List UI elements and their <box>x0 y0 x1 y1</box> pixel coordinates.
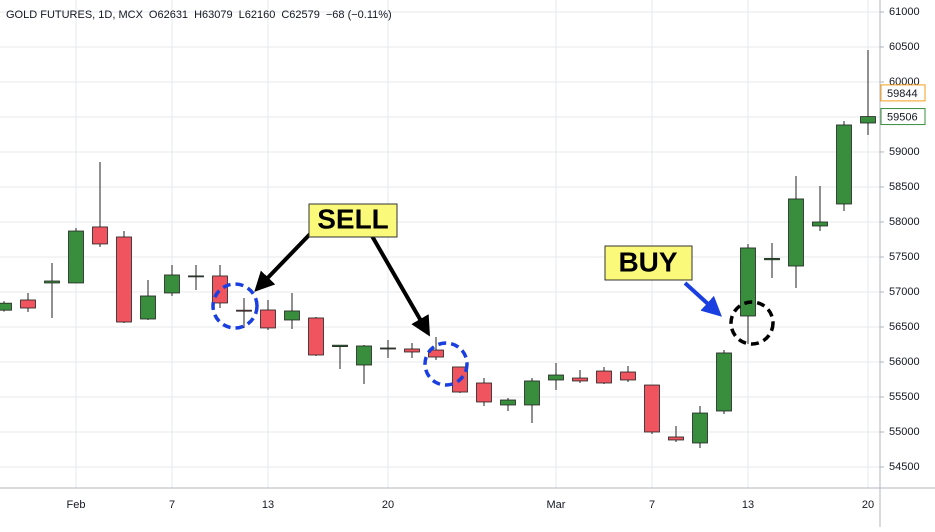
x-tick-label: 20 <box>382 499 394 511</box>
candle-body <box>284 310 300 321</box>
x-tick-label: Feb <box>67 499 86 511</box>
candle-body <box>596 370 612 384</box>
candles <box>0 49 876 449</box>
candle-body <box>812 221 828 227</box>
candle-body <box>188 275 204 278</box>
buy-label: BUY <box>618 246 677 277</box>
y-tick-label: 58500 <box>889 181 920 193</box>
price-label-box <box>880 84 926 102</box>
header-field: C62579 <box>281 9 320 21</box>
buy-box <box>604 245 693 281</box>
candle-body <box>524 380 540 406</box>
candle-body <box>788 198 804 267</box>
y-tick-label: 56500 <box>889 321 920 333</box>
header-field: H63079 <box>194 9 233 21</box>
price-label: 59844 <box>887 88 918 100</box>
header-field: GOLD FUTURES, 1D, MCX <box>6 9 144 21</box>
candle-body <box>20 299 36 309</box>
candle-body <box>308 317 324 356</box>
candle-body <box>164 274 180 294</box>
candle-body <box>356 345 372 366</box>
y-tick-label: 61000 <box>889 6 920 18</box>
y-tick-label: 55000 <box>889 426 920 438</box>
y-tick-label: 56000 <box>889 356 920 368</box>
candle-body <box>0 302 12 311</box>
candle-body <box>500 399 516 406</box>
y-tick-label: 54500 <box>889 461 920 473</box>
candle-body <box>620 371 636 381</box>
header-field: O62631 <box>149 9 188 21</box>
y-tick-label: 57000 <box>889 286 920 298</box>
x-tick-label: 20 <box>862 499 874 511</box>
axes: 54500 55000 55500 56000 56500 57000 57500 58000… <box>67 6 926 511</box>
x-tick-label: 13 <box>742 499 754 511</box>
header-field: L62160 <box>239 9 276 21</box>
candle-body <box>140 295 156 320</box>
sell-circle <box>423 341 469 387</box>
candle-body <box>668 436 684 441</box>
candle-body <box>68 230 84 284</box>
candle-body <box>380 347 396 350</box>
candle-body <box>236 309 252 312</box>
x-tick-label: 7 <box>649 499 655 511</box>
grid <box>0 0 880 488</box>
sell-box <box>308 203 398 238</box>
y-tick-label: 58000 <box>889 216 920 228</box>
header-field: −68 (−0.11%) <box>326 9 392 21</box>
candle-body <box>332 344 348 347</box>
candle-body <box>572 377 588 382</box>
x-tick-label: 7 <box>169 499 175 511</box>
y-tick-label: 59000 <box>889 146 920 158</box>
candle-body <box>644 384 660 433</box>
candle-body <box>548 374 564 381</box>
sell-label: SELL <box>317 203 389 234</box>
price-label-box <box>880 108 926 126</box>
candle-body <box>116 236 132 323</box>
x-tick-label: 13 <box>262 499 274 511</box>
candle-body <box>428 349 444 358</box>
candle-body <box>692 412 708 444</box>
candle-body <box>860 116 876 124</box>
sell-arrow <box>370 235 430 337</box>
y-tick-label: 55500 <box>889 391 920 403</box>
candle-body <box>740 247 756 317</box>
candle-body <box>836 124 852 205</box>
candle-body <box>764 257 780 261</box>
annotations: SELL BUY <box>211 203 775 387</box>
buy-circle <box>729 300 775 346</box>
buy-arrow <box>683 281 722 317</box>
sell-arrow <box>254 230 314 292</box>
sell-circle <box>211 282 259 330</box>
candle-body <box>404 348 420 353</box>
header: GOLD FUTURES, 1D, MCX O62631 H63079 L62160 C… <box>6 9 392 21</box>
y-tick-label: 60500 <box>889 41 920 53</box>
candle-body <box>260 309 276 329</box>
price-label: 59506 <box>887 111 918 123</box>
candle-body <box>44 280 60 284</box>
candle-body <box>716 352 732 412</box>
candle-body <box>476 382 492 403</box>
candle-body <box>212 275 228 304</box>
candle-body <box>92 226 108 245</box>
x-tick-label: Mar <box>547 499 566 511</box>
y-tick-label: 57500 <box>889 251 920 263</box>
